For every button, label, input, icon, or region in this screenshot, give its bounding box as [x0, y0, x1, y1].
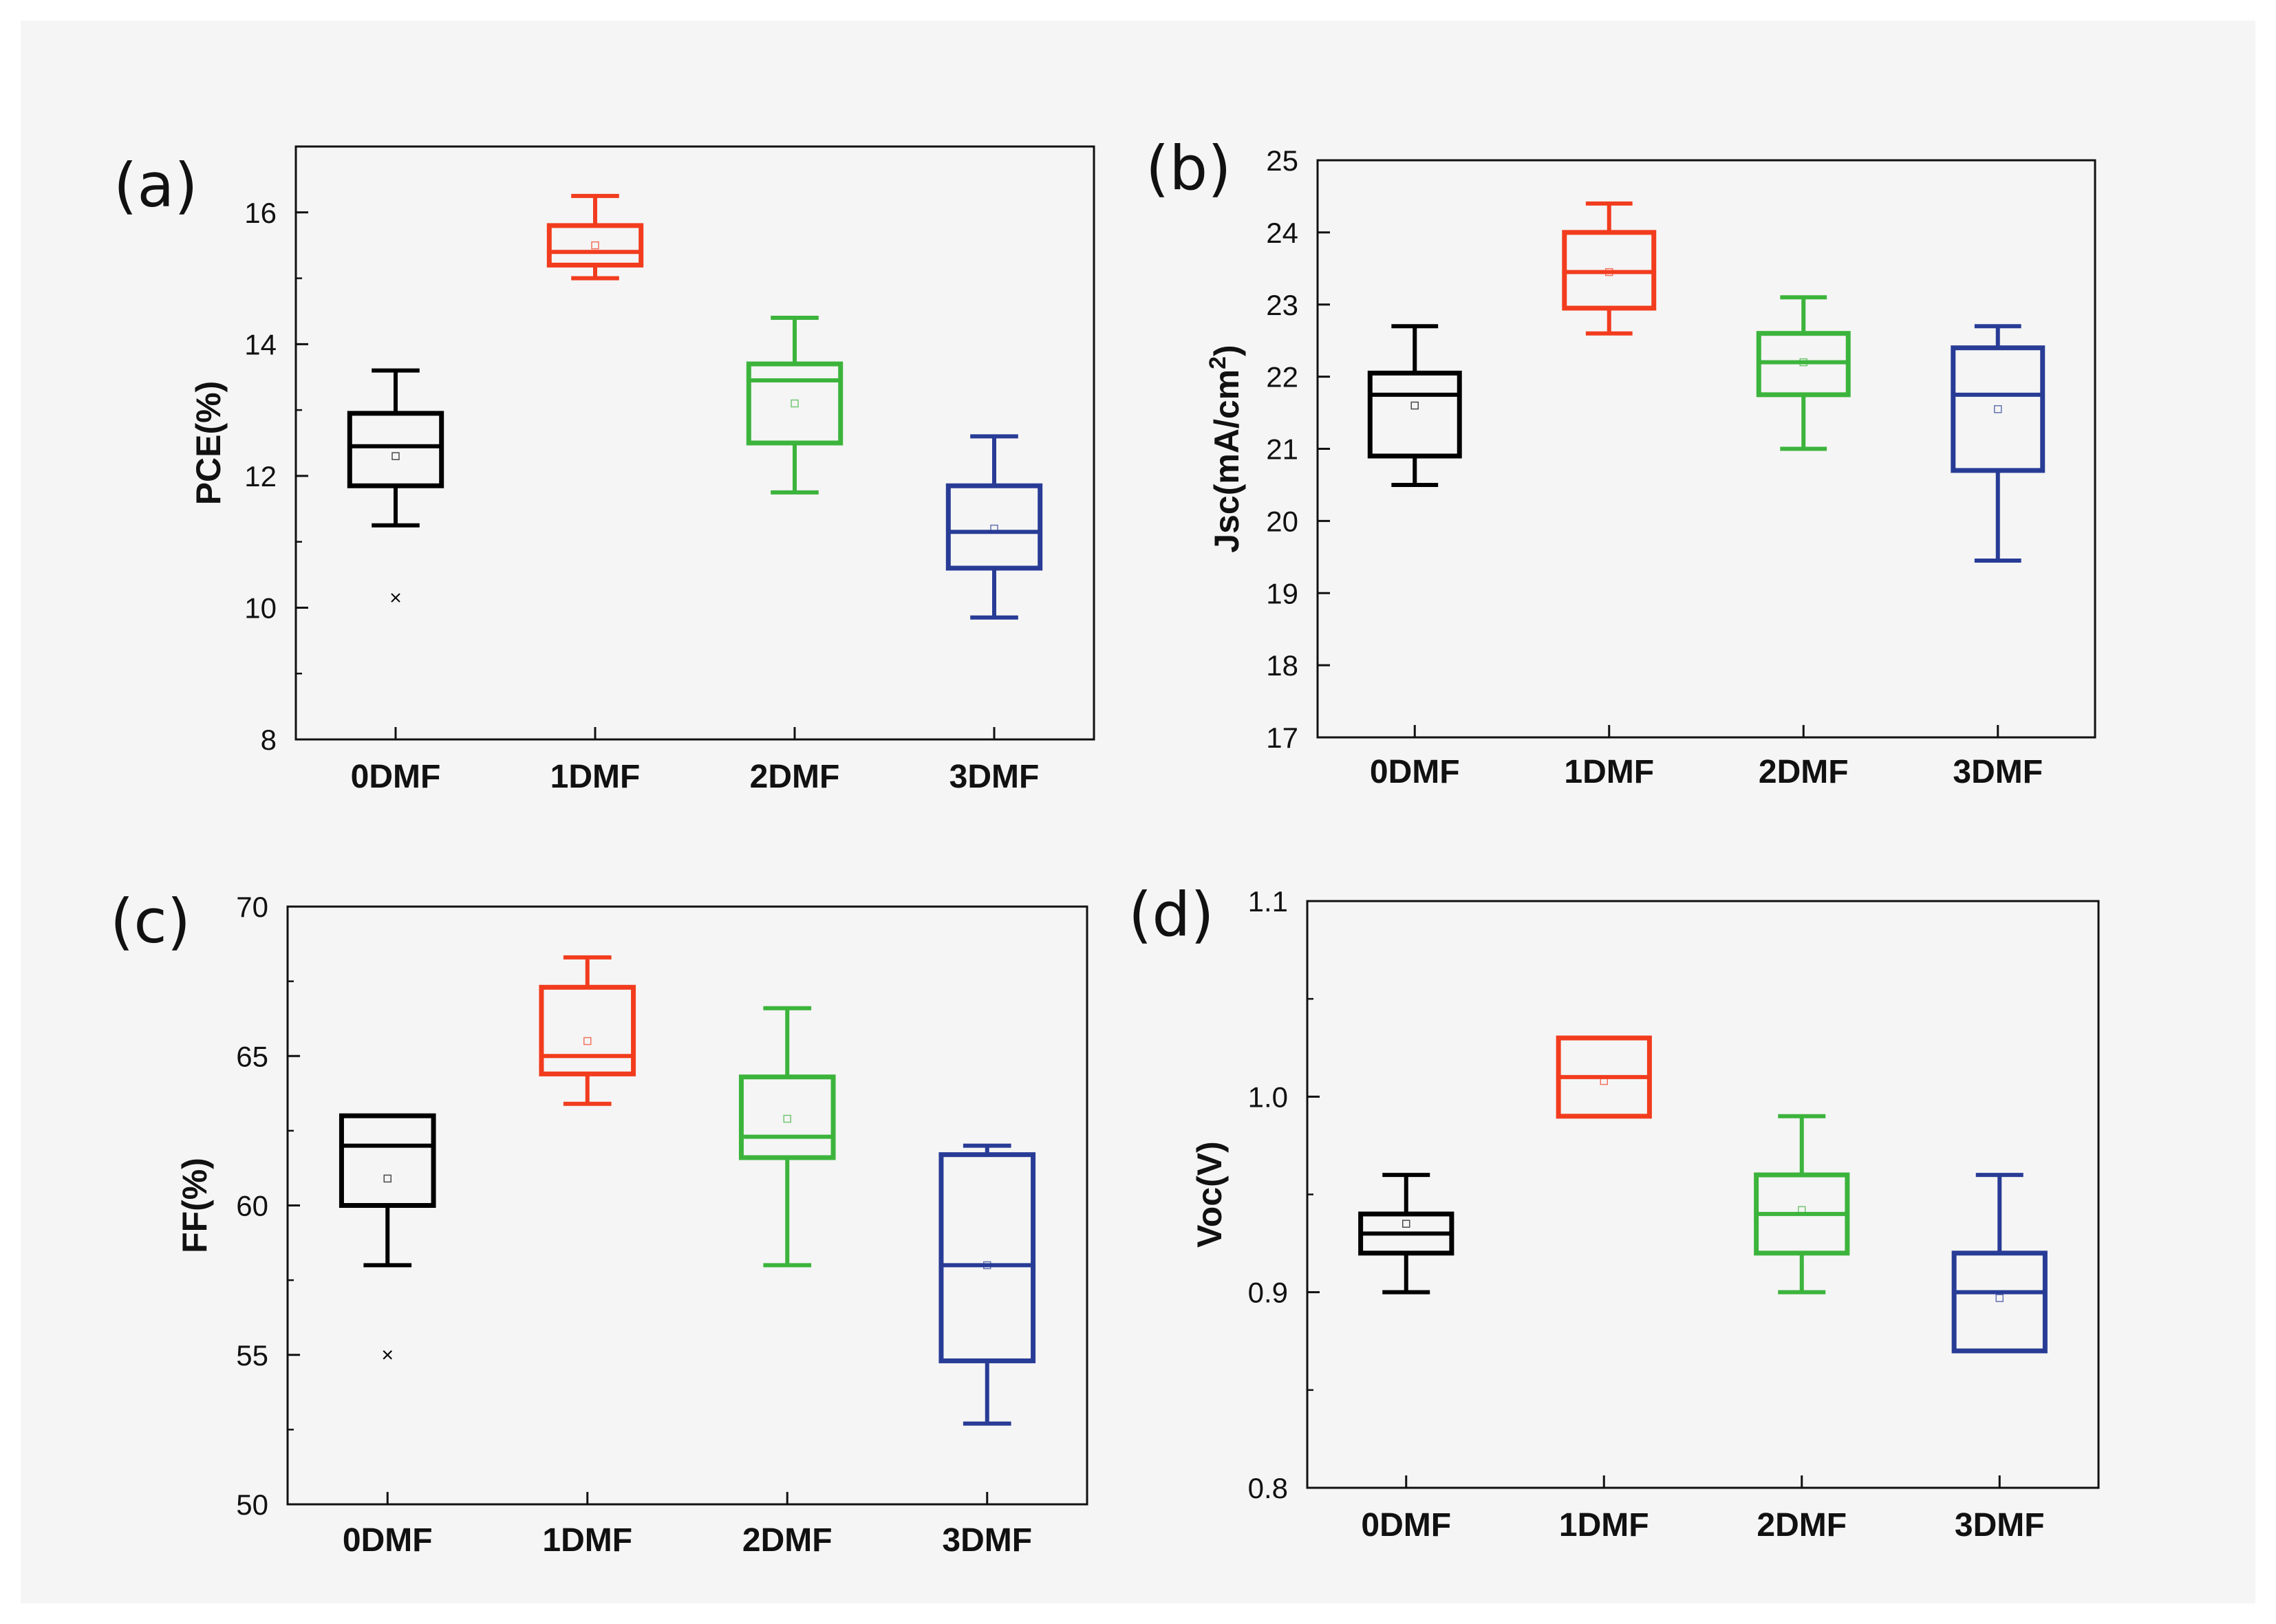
panel-a-x-label-1dmf: 1DMF [550, 759, 641, 795]
panel-b-y-tick-label: 22 [1266, 361, 1298, 393]
panel-a-x-label-0dmf: 0DMF [351, 759, 441, 795]
panel-b-y-tick-label: 17 [1266, 722, 1298, 754]
panel-a-mean-1dmf [591, 241, 599, 250]
panel-b-mean-3dmf [1994, 405, 2002, 413]
panel-a-outlier-0dmf [391, 593, 400, 603]
panel-b-x-label-2dmf: 2DMF [1759, 754, 1849, 790]
panel-c-outlier-0dmf [383, 1350, 392, 1360]
panel-a-y-tick-label: 10 [244, 592, 277, 624]
panel-d-mean-2dmf [1798, 1206, 1806, 1214]
panel-c-box-0dmf [339, 1113, 436, 1209]
panel-a-box-3dmf [945, 483, 1043, 571]
panel-c-y-tick-label: 55 [236, 1339, 268, 1372]
panel-c-y-axis-label: FF(%) [175, 1158, 214, 1253]
panel-b-y-tick-label: 20 [1266, 505, 1298, 537]
panel-d-x-label-0dmf: 0DMF [1361, 1507, 1451, 1544]
panel-d-y-tick-label: 0.9 [1248, 1277, 1288, 1309]
panel-c-x-label-3dmf: 3DMF [942, 1522, 1032, 1559]
panel-b-y-tick-label: 18 [1266, 649, 1298, 682]
panel-c-y-tick-label: 60 [236, 1190, 268, 1222]
panel-a-y-tick-label: 12 [244, 460, 277, 492]
panel-a-mean-0dmf [391, 452, 400, 460]
panel-b-y-tick-label: 24 [1266, 217, 1298, 249]
panel-b-x-label-0dmf: 0DMF [1370, 754, 1460, 790]
panel-a-mean-2dmf [791, 399, 799, 408]
panel-c-mean-1dmf [583, 1037, 592, 1046]
panel-a-x-label-3dmf: 3DMF [949, 759, 1040, 795]
panel-a-x-label-2dmf: 2DMF [750, 759, 840, 795]
panel-d-x-label-3dmf: 3DMF [1955, 1507, 2045, 1544]
panel-d-y-tick-label: 1.1 [1248, 885, 1288, 918]
panel-c-y-tick-label: 50 [236, 1488, 268, 1521]
panel-a-y-tick-label: 14 [244, 328, 277, 360]
panel-a-plot-frame [294, 145, 1095, 741]
panel-d-x-label-1dmf: 1DMF [1559, 1507, 1649, 1544]
panel-b-y-tick-label: 19 [1266, 577, 1298, 609]
panel-b-mean-0dmf [1410, 401, 1419, 410]
panel-d-mean-0dmf [1402, 1220, 1410, 1228]
panel-b-y-axis-label-sup: 2 [1205, 356, 1231, 369]
panel-b-x-label-3dmf: 3DMF [1953, 754, 2043, 790]
panel-b-box-0dmf [1367, 370, 1462, 459]
panel-b-mean-1dmf [1605, 268, 1613, 277]
panel-c-x-label-0dmf: 0DMF [343, 1522, 433, 1559]
panel-b-x-label-1dmf: 1DMF [1564, 754, 1654, 790]
panel-d-box-3dmf [1951, 1251, 2048, 1354]
panel-c-label: (c) [110, 886, 191, 957]
panel-d-mean-3dmf [1995, 1294, 2004, 1302]
panel-d-label: (d) [1128, 879, 1214, 950]
panel-b: (b) 17 18 19 20 21 22 23 24 25 Jsc(mA/cm2) 0DMF 1DM… [1146, 133, 2096, 790]
panel-c-x-label-2dmf: 2DMF [742, 1522, 833, 1559]
panel-c-box-1dmf [539, 984, 636, 1076]
panel-b-y-tick-label: 23 [1266, 289, 1298, 321]
panel-d-y-tick-label: 1.0 [1248, 1081, 1288, 1113]
panel-a-y-axis-label: PCE(%) [189, 381, 228, 506]
panel-c-box-2dmf [738, 1074, 836, 1160]
panel-a-mean-3dmf [990, 524, 998, 533]
panel-c-y-tick-label: 70 [236, 891, 268, 923]
panel-a-box-2dmf [746, 361, 844, 446]
panel-c-mean-0dmf [383, 1174, 391, 1183]
panel-b-y-tick-label: 25 [1266, 144, 1298, 177]
panel-d-x-label-2dmf: 2DMF [1757, 1507, 1847, 1544]
panel-b-mean-2dmf [1799, 358, 1807, 367]
panel-c-box-3dmf [938, 1152, 1036, 1363]
panel-b-y-axis-label: Jsc(mA/cm2) [1205, 345, 1246, 552]
panel-c-mean-2dmf [783, 1114, 791, 1123]
panel-d-y-axis-label: Voc(V) [1190, 1141, 1229, 1248]
panel-a-y-tick-label: 16 [244, 197, 277, 229]
panel-d-y-tick-label: 0.8 [1248, 1472, 1288, 1504]
panel-b-y-axis-label-end: ) [1207, 345, 1246, 356]
panel-a-box-0dmf [347, 411, 444, 488]
panel-a: (a) 8 10 12 14 16 PCE(%) 0DMF 1DMF 2DMF 3DMF [114, 145, 1095, 795]
panel-d: (d) 0.8 0.9 1.0 1.1 Voc(V) 0DMF 1DMF 2DMF 3DMF [1128, 879, 2100, 1544]
panel-b-y-tick-label: 21 [1266, 433, 1298, 466]
panel-c-x-label-1dmf: 1DMF [542, 1522, 632, 1559]
panel-a-y-tick-label: 8 [261, 724, 277, 756]
panel-b-box-3dmf [1951, 345, 2046, 473]
panel-c-mean-3dmf [983, 1261, 991, 1270]
panel-c-y-tick-label: 65 [236, 1040, 268, 1072]
panel-a-box-1dmf [546, 223, 644, 268]
panel-b-label: (b) [1146, 133, 1232, 204]
figure-background [21, 21, 2255, 1603]
panel-d-mean-1dmf [1600, 1076, 1608, 1085]
panel-c: (c) 50 55 60 65 70 FF(%) 0DMF 1DMF 2DMF 3DMF [110, 886, 1088, 1559]
panel-a-label: (a) [114, 150, 198, 221]
